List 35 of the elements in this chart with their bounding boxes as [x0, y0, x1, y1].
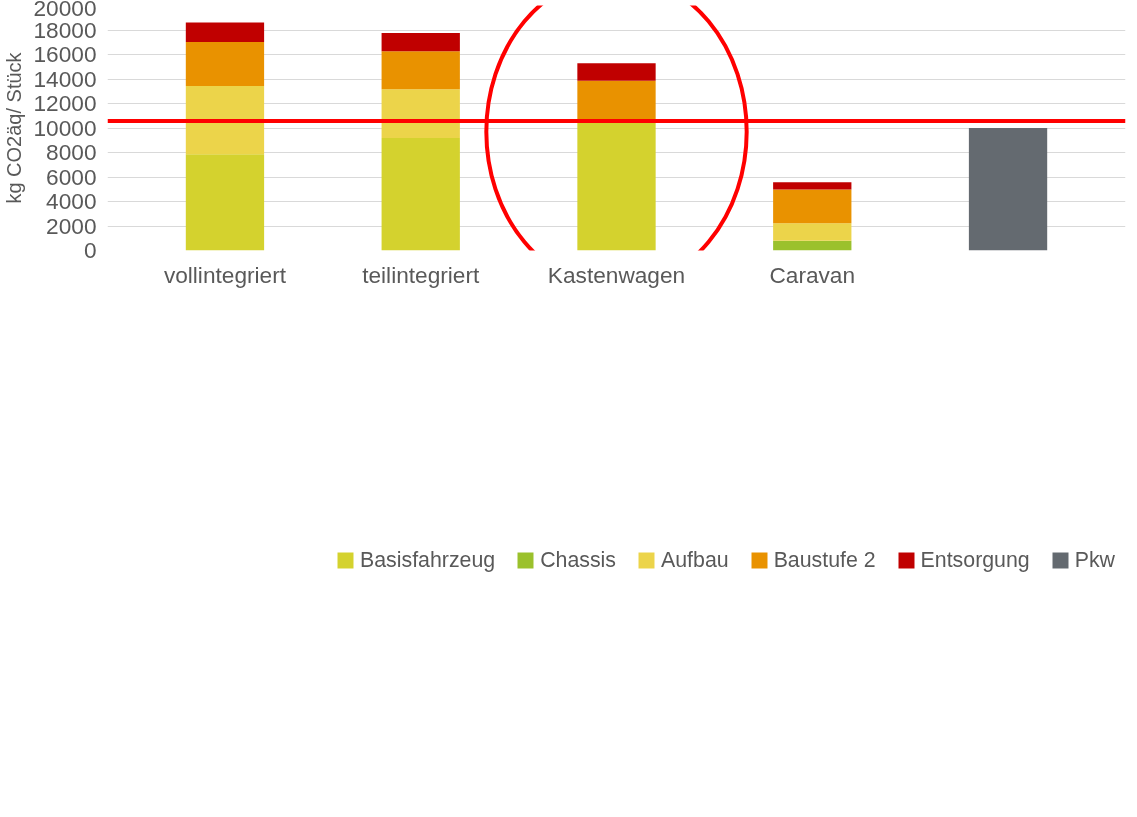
x-tick-label: teilintegriert — [362, 261, 480, 288]
bar — [185, 154, 265, 251]
bar — [381, 33, 460, 52]
legend-label: Entsorgung — [920, 547, 1030, 573]
bar — [577, 80, 656, 122]
y-tick-label: 4000 — [46, 188, 97, 214]
bar — [577, 63, 656, 81]
y-tick-label: 0 — [83, 237, 97, 263]
x-tick-label: vollintegriert — [163, 261, 287, 288]
bar — [381, 51, 460, 90]
y-tick-label: 16000 — [33, 41, 97, 67]
legend-label: Aufbau — [661, 547, 729, 573]
y-tick-label: 8000 — [46, 139, 97, 165]
bar — [185, 22, 265, 42]
legend-label: Baustufe 2 — [773, 547, 876, 573]
bar — [773, 182, 852, 190]
bar — [968, 128, 1048, 251]
bar — [773, 223, 852, 241]
legend-label: Basisfahrzeug — [360, 547, 496, 573]
x-tick-label: Caravan — [769, 261, 856, 288]
bar — [773, 189, 852, 224]
y-tick-label: 14000 — [33, 65, 97, 92]
y-axis-title: kg CO2äq/ Stück — [3, 51, 26, 204]
y-tick-label: 2000 — [46, 212, 97, 239]
bar — [773, 240, 852, 251]
y-tick-label: 12000 — [33, 90, 97, 116]
bar — [577, 121, 656, 251]
legend-label: Pkw — [1074, 547, 1115, 573]
legend-label: Chassis — [540, 547, 617, 573]
y-tick-label: 10000 — [33, 114, 97, 141]
bar — [381, 138, 460, 251]
bar — [185, 86, 265, 155]
y-tick-label: 6000 — [46, 163, 97, 190]
bar — [185, 41, 265, 87]
x-tick-label: Kastenwagen — [547, 261, 686, 288]
